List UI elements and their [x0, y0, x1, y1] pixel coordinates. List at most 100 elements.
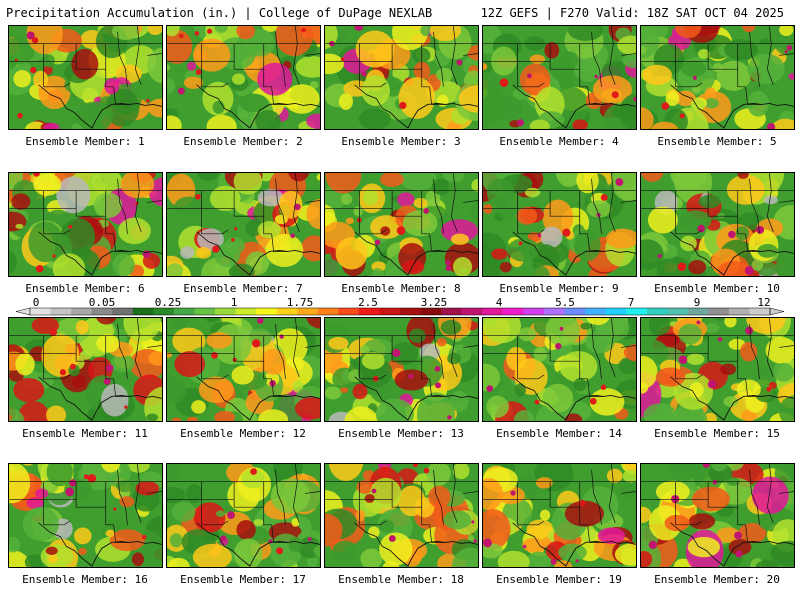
- precip-contour: [614, 543, 636, 566]
- precip-contour: [265, 233, 304, 268]
- precip-core: [69, 363, 76, 370]
- precip-contour: [187, 416, 198, 421]
- precip-contour: [206, 114, 237, 129]
- precip-contour: [232, 73, 246, 85]
- precip-contour: [380, 226, 391, 236]
- precip-contour: [394, 369, 429, 391]
- precip-contour: [768, 381, 777, 389]
- precip-contour: [167, 464, 181, 483]
- gulf-coastline: [382, 103, 478, 129]
- precip-contour: [499, 261, 512, 273]
- precip-contour: [9, 250, 17, 274]
- legend-color-swatch: [153, 308, 175, 315]
- precip-contour: [689, 382, 704, 398]
- precip-contour: [118, 217, 151, 245]
- precip-contour: [497, 550, 530, 567]
- precip-contour: [79, 350, 93, 360]
- boundary-line: [749, 469, 760, 525]
- precip-core: [697, 224, 706, 233]
- precip-contour: [747, 53, 785, 84]
- precip-contour: [678, 323, 702, 345]
- precip-contour: [436, 67, 453, 82]
- precip-contour: [471, 178, 478, 192]
- legend-color-swatch: [728, 308, 750, 315]
- precip-contour: [146, 413, 158, 421]
- precip-contour: [316, 173, 320, 181]
- state-borders: [483, 26, 636, 105]
- precip-core: [371, 488, 377, 494]
- ensemble-member-label: Ensemble Member: 18: [338, 573, 464, 586]
- precip-contour: [618, 357, 636, 375]
- mexico-border: [354, 376, 383, 401]
- precip-contour: [755, 560, 779, 567]
- boundary-line: [433, 469, 444, 525]
- precip-contour: [592, 75, 632, 104]
- legend-tick-label: 7: [628, 296, 635, 309]
- precip-contour: [574, 229, 601, 262]
- precip-core: [354, 26, 364, 31]
- precip-contour: [755, 386, 777, 403]
- boundary-line: [167, 498, 264, 508]
- boundary-line: [292, 26, 300, 85]
- precip-contour: [236, 26, 256, 40]
- boundary-line: [305, 491, 320, 494]
- gulf-coastline: [66, 395, 162, 421]
- legend-color-swatch: [461, 308, 483, 315]
- precip-core: [194, 31, 200, 36]
- precip-contour: [167, 77, 176, 94]
- precip-contour: [716, 212, 726, 219]
- precip-contour: [52, 253, 86, 276]
- boundary-line: [579, 335, 588, 380]
- precip-contour: [397, 485, 426, 517]
- precip-core: [301, 27, 307, 33]
- ensemble-map-panel: [166, 463, 321, 568]
- precip-core: [412, 464, 418, 468]
- precip-core: [279, 334, 284, 339]
- precip-core: [559, 326, 564, 331]
- precip-contour: [363, 189, 378, 206]
- precip-contour: [183, 76, 203, 89]
- precip-contour: [169, 533, 183, 548]
- precip-contour: [641, 173, 664, 182]
- precip-map: [9, 173, 162, 276]
- precip-contour: [112, 26, 140, 41]
- precip-contour: [453, 257, 473, 276]
- precip-core: [177, 87, 185, 95]
- precip-contour: [325, 513, 343, 547]
- boundary-line: [517, 208, 545, 235]
- precip-contour: [28, 221, 64, 263]
- precip-contour: [255, 109, 281, 129]
- precip-contour: [470, 201, 478, 221]
- boundary-line: [117, 178, 128, 234]
- mexico-border: [670, 231, 699, 256]
- precip-contour: [171, 417, 182, 421]
- precip-contour: [545, 318, 580, 347]
- precip-contour: [641, 239, 664, 270]
- boundary-line: [779, 200, 794, 203]
- precip-contour: [380, 173, 404, 187]
- precip-core: [234, 227, 238, 231]
- boundary-line: [641, 352, 738, 362]
- precip-contour: [274, 214, 288, 225]
- precip-contour: [291, 518, 300, 527]
- precip-contour: [737, 173, 749, 179]
- precip-contour: [576, 173, 599, 194]
- precip-core: [49, 328, 58, 336]
- precip-core: [735, 550, 743, 558]
- ensemble-member-label: Ensemble Member: 14: [496, 427, 622, 440]
- boundary-line: [43, 499, 71, 526]
- boundary-line: [766, 26, 774, 85]
- precip-contour: [679, 210, 712, 231]
- precip-core: [518, 241, 523, 246]
- legend-tick-label: 1.75: [287, 296, 314, 309]
- precip-contour: [398, 77, 436, 119]
- precip-map: [167, 464, 320, 567]
- precip-contour: [426, 464, 451, 486]
- boundary-line: [579, 43, 588, 88]
- precip-contour: [193, 502, 226, 533]
- precip-core: [633, 96, 636, 102]
- boundary-line: [641, 207, 738, 217]
- precip-contour: [295, 56, 320, 78]
- precip-contour: [56, 176, 91, 214]
- boundary-line: [117, 469, 128, 525]
